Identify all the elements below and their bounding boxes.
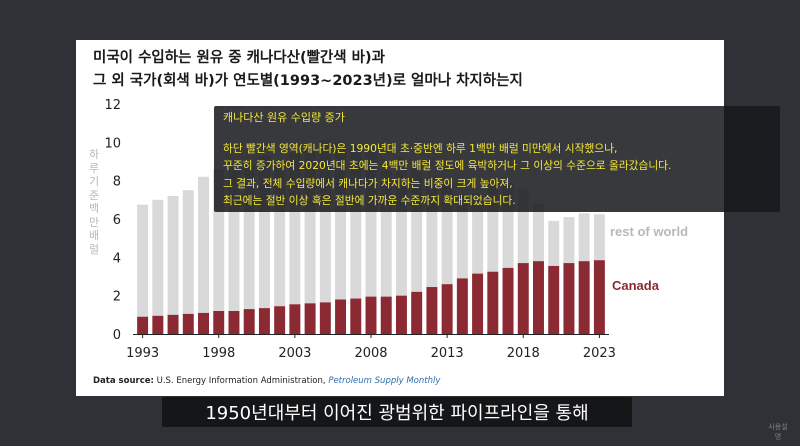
bar-rest-of-world	[152, 199, 164, 316]
bar-canada	[517, 263, 529, 334]
bar-canada	[152, 315, 164, 334]
overlay-body: 하단 빨간색 영역(캐나다)은 1990년대 초·중반엔 하루 1백만 배럴 미…	[223, 140, 778, 209]
bar-canada	[395, 295, 407, 334]
y-tick-label: 12	[104, 98, 121, 113]
bar-canada	[198, 312, 209, 334]
bar-rest-of-world	[380, 171, 392, 297]
y-tick-label: 8	[113, 175, 121, 190]
bar-canada	[548, 265, 560, 334]
overlay-heading: 캐나다산 원유 수입량 증가	[223, 111, 345, 124]
bar-canada	[274, 306, 286, 334]
bar-canada	[243, 309, 255, 334]
bar-rest-of-world	[517, 188, 529, 264]
x-tick-label: 1998	[202, 346, 235, 361]
caption-overlay	[214, 106, 780, 212]
bar-rest-of-world	[289, 152, 301, 305]
series-label-rest-of-world: rest of world	[610, 224, 688, 239]
bar-canada	[137, 316, 149, 334]
bar-canada	[319, 302, 331, 334]
x-tick-label: 2013	[431, 346, 464, 361]
bar-rest-of-world	[533, 203, 544, 262]
bar-canada	[441, 284, 453, 334]
y-tick-label: 2	[113, 290, 121, 305]
bar-rest-of-world	[304, 145, 316, 304]
bar-canada	[472, 273, 484, 334]
bar-canada	[289, 304, 301, 334]
bar-rest-of-world	[563, 217, 575, 264]
bar-rest-of-world	[258, 155, 270, 309]
bar-rest-of-world	[426, 176, 438, 288]
bar-rest-of-world	[182, 190, 194, 314]
overlay-line-2: 꾸준히 증가하여 2020년대 초에는 4백만 배럴 정도에 육박하거나 그 이…	[223, 159, 672, 173]
bar-rest-of-world	[137, 204, 149, 317]
overlay-line-3: 그 결과, 전체 수입량에서 캐나다가 차지하는 비중이 크게 높아져,	[223, 176, 513, 190]
bar-canada	[426, 287, 438, 334]
bar-rest-of-world	[472, 193, 484, 274]
x-tick-label: 2018	[507, 346, 540, 361]
bar-rest-of-world	[335, 141, 347, 300]
bar-canada	[533, 261, 544, 334]
bar-canada	[563, 263, 575, 334]
bar-canada	[167, 314, 179, 334]
bar-canada	[335, 299, 347, 334]
bar-canada	[304, 303, 316, 334]
bar-rest-of-world	[578, 213, 590, 262]
bar-rest-of-world	[411, 163, 423, 292]
y-tick-label: 4	[113, 251, 121, 266]
bar-canada	[182, 313, 194, 334]
bar-rest-of-world	[228, 167, 240, 311]
bar-rest-of-world	[243, 163, 255, 310]
chart-title-line-2: 그 외 국가(회색 바)가 연도별(1993~2023년)로 얼마나 차지하는지	[93, 73, 523, 89]
video-subtitle: 1950년대부터 이어진 광범위한 파이프라인을 통해	[162, 397, 632, 427]
bar-rest-of-world	[395, 157, 407, 296]
bar-rest-of-world	[213, 169, 225, 311]
y-axis-title: 하루 기준 백만배럴	[88, 148, 100, 256]
y-tick-label: 0	[113, 328, 121, 343]
bar-canada	[502, 267, 514, 334]
bar-canada	[487, 271, 499, 334]
bar-canada	[213, 311, 225, 334]
bar-rest-of-world	[456, 194, 468, 279]
x-tick-label: 1993	[126, 346, 159, 361]
data-source-label: Data source:	[93, 376, 154, 386]
x-tick-label: 2008	[354, 346, 387, 361]
bar-rest-of-world	[198, 176, 209, 313]
bar-rest-of-world	[548, 220, 560, 266]
bar-canada	[258, 308, 270, 334]
bar-canada	[456, 278, 468, 334]
x-tick-label: 2023	[583, 346, 616, 361]
bar-canada	[578, 261, 590, 334]
bar-rest-of-world	[487, 183, 499, 272]
y-tick-label: 6	[113, 213, 121, 228]
bar-canada	[380, 296, 392, 334]
y-tick-label: 10	[104, 136, 121, 151]
bar-rest-of-world	[441, 184, 453, 285]
bar-rest-of-world	[593, 214, 605, 261]
channel-logo: 사용설명	[766, 422, 790, 441]
bar-rest-of-world	[502, 183, 514, 268]
channel-logo-text: 사용설명	[768, 423, 788, 441]
data-source-org: U.S. Energy Information Administration,	[156, 376, 326, 386]
bar-rest-of-world	[319, 139, 331, 303]
bar-canada	[228, 311, 240, 334]
bar-canada	[593, 260, 605, 334]
chart-title-line-1: 미국이 수입하는 원유 중 캐나다산(빨간색 바)과	[93, 50, 385, 66]
x-tick-label: 2003	[278, 346, 311, 361]
data-source-publication[interactable]: Petroleum Supply Monthly	[328, 376, 441, 386]
bar-canada	[411, 291, 423, 334]
series-label-canada: Canada	[612, 278, 660, 293]
bar-rest-of-world	[167, 196, 179, 315]
bar-rest-of-world	[365, 148, 377, 297]
bar-rest-of-world	[350, 146, 362, 299]
chart-title: 미국이 수입하는 원유 중 캐나다산(빨간색 바)과 그 외 국가(회색 바)가…	[93, 47, 653, 93]
bar-canada	[350, 298, 362, 334]
overlay-line-1: 하단 빨간색 영역(캐나다)은 1990년대 초·중반엔 하루 1백만 배럴 미…	[223, 142, 618, 155]
data-source: Data source: U.S. Energy Information Adm…	[93, 376, 533, 386]
bar-rest-of-world	[274, 166, 286, 307]
overlay-line-4: 최근에는 절반 이상 혹은 절반에 가까운 수준까지 확대되었습니다.	[223, 193, 516, 207]
bar-canada	[365, 296, 377, 334]
